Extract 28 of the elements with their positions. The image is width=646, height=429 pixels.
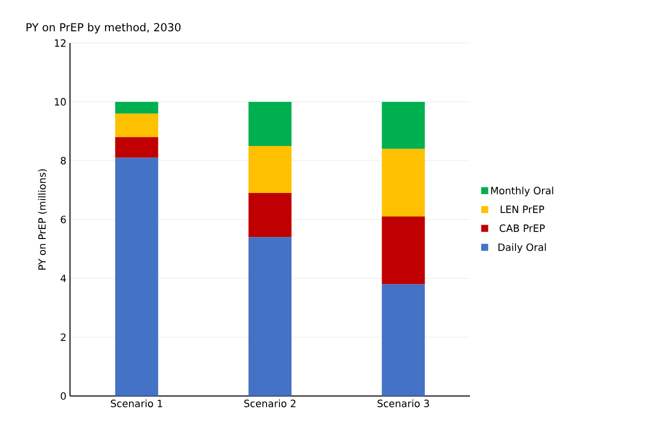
y-tick-label: 10 [54, 98, 66, 106]
bar [248, 237, 292, 396]
bar [382, 102, 425, 149]
bar [382, 284, 425, 396]
y-tick-label: 0 [60, 392, 66, 400]
y-tick-label: 12 [54, 39, 66, 47]
bar [248, 193, 292, 238]
x-tick-label: Scenario 3 [378, 400, 429, 408]
bar [115, 114, 158, 138]
bar [382, 216, 425, 284]
bar [115, 102, 158, 114]
y-axis-title: PY on PrEP (millions) [38, 169, 47, 270]
x-tick-label: Scenario 1 [110, 400, 162, 408]
legend-label: Daily Oral [498, 243, 546, 253]
bar [115, 158, 158, 396]
y-tick-label: 4 [60, 274, 66, 282]
bar [382, 148, 425, 217]
bar [248, 102, 292, 146]
y-tick-label: 2 [60, 333, 66, 341]
y-tick-label: 8 [60, 156, 66, 164]
x-tick-label: Scenario 2 [244, 400, 296, 408]
chart-title: PY on PrEP by method, 2030 [26, 22, 180, 34]
bar [115, 137, 158, 158]
legend-label: LEN PrEP [500, 206, 544, 213]
legend-label: CAB PrEP [500, 224, 545, 232]
y-tick-label: 6 [60, 216, 66, 224]
legend-label: Monthly Oral [491, 186, 554, 196]
bar [248, 146, 292, 194]
